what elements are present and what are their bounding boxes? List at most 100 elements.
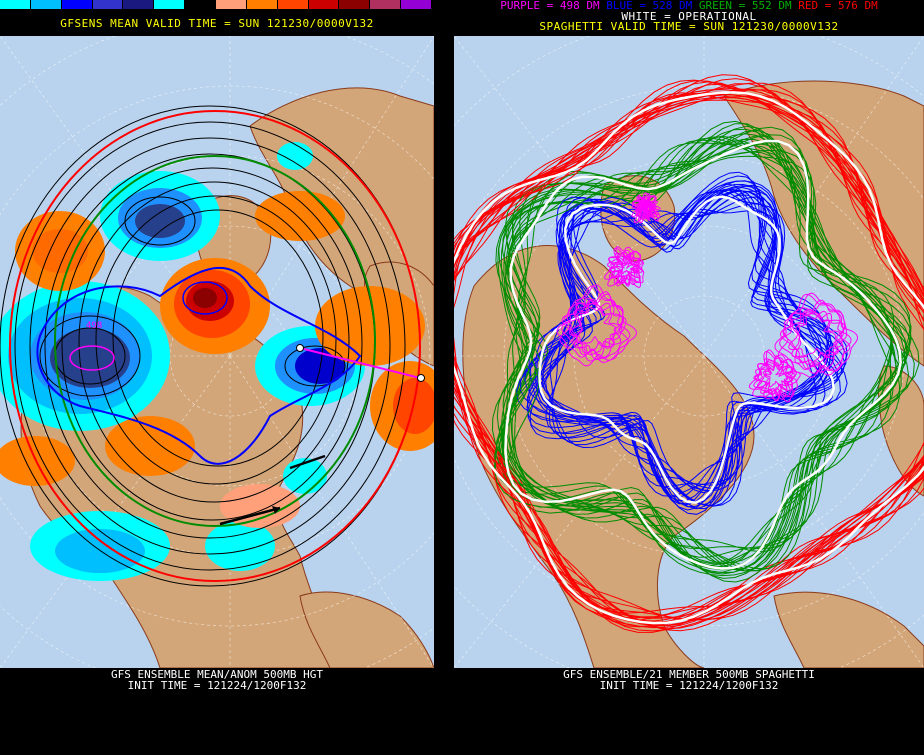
legend-red: RED = 576 DM (798, 0, 878, 12)
purple-498-member-contour (791, 310, 843, 365)
jet-arrow (219, 506, 281, 526)
green-552-member-contour (502, 134, 906, 574)
contour-legend: PURPLE = 498 DM BLUE = 528 DM GREEN = 55… (454, 0, 924, 11)
legend-white: WHITE = OPERATIONAL (621, 10, 757, 23)
green-552-member-contour (494, 133, 912, 566)
green-552-member-contour (493, 128, 911, 573)
purple-498-member-contour (788, 308, 837, 359)
south-america-land (773, 591, 924, 668)
red-576-contour (9, 110, 421, 582)
red-576-member-contour (454, 82, 924, 632)
red-576-member-contour (454, 97, 924, 619)
green-552-member-contour (503, 123, 892, 579)
jet-arrow-head (272, 506, 280, 514)
purple-498-member-contour (774, 292, 852, 371)
ridge-contour (182, 281, 228, 315)
blue-528-member-contour (534, 190, 841, 510)
mean-footer-line2: INIT TIME = 121224/1200F132 (127, 679, 307, 692)
colorbar-swatch (0, 0, 31, 9)
blue-528-member-contour (545, 190, 821, 503)
colorbar-swatch (277, 0, 309, 9)
purple-498-member-contour (752, 350, 801, 401)
blue-528-member-contour (529, 180, 831, 515)
trough-start-point[interactable] (296, 344, 304, 352)
colorbar-swatch (370, 0, 402, 9)
green-552-member-contour (496, 139, 915, 572)
purple-498-member-contour (777, 293, 859, 378)
purple-498-member-contour (604, 246, 640, 283)
jet-arrow-2 (289, 454, 326, 470)
colorbar-swatch (30, 0, 62, 9)
spaghetti-map[interactable] (454, 36, 924, 668)
green-552-member-contour (495, 138, 912, 558)
trough-axis-line (299, 347, 421, 379)
purple-498-member-contour (563, 302, 623, 362)
anomaly-colorbar (0, 0, 433, 9)
colorbar-swatch (123, 0, 155, 9)
red-576-member-contour (454, 99, 924, 623)
purple-498-member-contour (568, 298, 617, 348)
colorbar-swatch (308, 0, 340, 9)
purple-498-member-contour (762, 358, 797, 396)
red-576-member-contour (454, 81, 924, 621)
purple-498-member-contour (556, 284, 631, 359)
green-552-member-contour (512, 135, 895, 570)
mean-valid-time-title: GFSENS MEAN VALID TIME = SUN 121230/0000… (60, 17, 374, 30)
red-576-member-contour (454, 74, 924, 621)
purple-498-member-contour (608, 251, 643, 288)
purple-498-member-contour (573, 297, 627, 356)
ensemble-mean-panel: GFSENS MEAN VALID TIME = SUN 121230/0000… (0, 0, 434, 755)
land-masses (462, 80, 924, 668)
low-center-label: 498 (86, 321, 102, 331)
red-576-member-contour (454, 78, 924, 621)
colorbar-swatch (185, 0, 217, 9)
spaghetti-footer-line1: GFS ENSEMBLE/21 MEMBER 500MB SPAGHETTI (563, 668, 815, 681)
purple-498-member-contour (607, 247, 645, 287)
white-528-operational-contour (538, 195, 835, 504)
colorbar-swatch (339, 0, 371, 9)
blue-528-member-contour (539, 188, 826, 506)
colorbar-swatch (154, 0, 186, 9)
purple-498-member-contour (634, 195, 661, 224)
colorbar-swatch (92, 0, 124, 9)
white-552-operational-contour (504, 139, 902, 570)
blue-528-member-contour (542, 175, 832, 507)
white-576-operational-contour (454, 91, 924, 625)
purple-498-contour (69, 345, 115, 371)
spaghetti-footer-line2: INIT TIME = 121224/1200F132 (599, 679, 779, 692)
green-552-contour (54, 155, 376, 527)
red-576-member-contour (454, 92, 924, 627)
spaghetti-panel: PURPLE = 498 DM BLUE = 528 DM GREEN = 55… (454, 0, 924, 755)
red-576-member-contour (454, 95, 924, 627)
green-552-member-contour (505, 125, 893, 575)
green-552-member-contour (491, 142, 920, 570)
spaghetti-valid-time-title: SPAGHETTI VALID TIME = SUN 121230/0000V1… (539, 20, 839, 33)
legend-green: GREEN = 552 DM (698, 0, 792, 12)
colorbar-swatch (216, 0, 247, 9)
purple-498-member-contour (571, 300, 623, 354)
panel-divider (434, 0, 454, 755)
red-576-member-contour (454, 83, 924, 614)
blue-528-contour (36, 267, 362, 465)
red-576-member-contour (454, 79, 924, 633)
colorbar-swatch (61, 0, 93, 9)
blue-528-member-contour (536, 171, 835, 507)
north-america-land (462, 245, 755, 668)
trough-end-point[interactable] (417, 374, 425, 382)
purple-498-member-contour (561, 291, 629, 363)
mean-anomaly-map-svg: 498 (0, 36, 434, 668)
purple-498-member-contour (559, 285, 638, 367)
red-576-member-contour (454, 83, 924, 621)
spaghetti-map-svg (454, 36, 924, 668)
colorbar-swatch (246, 0, 278, 9)
purple-498-member-contour (631, 192, 658, 218)
legend-purple: PURPLE = 498 DM (500, 0, 600, 12)
south-america-land (299, 591, 434, 668)
purple-498-member-contour (753, 355, 797, 403)
red-576-member-contour (454, 89, 924, 630)
spaghetti-contours (454, 74, 924, 633)
purple-498-member-contour (792, 307, 848, 368)
mean-anomaly-map[interactable]: 498 (0, 36, 434, 668)
green-552-member-contour (506, 136, 902, 572)
purple-498-member-contour (779, 302, 846, 373)
